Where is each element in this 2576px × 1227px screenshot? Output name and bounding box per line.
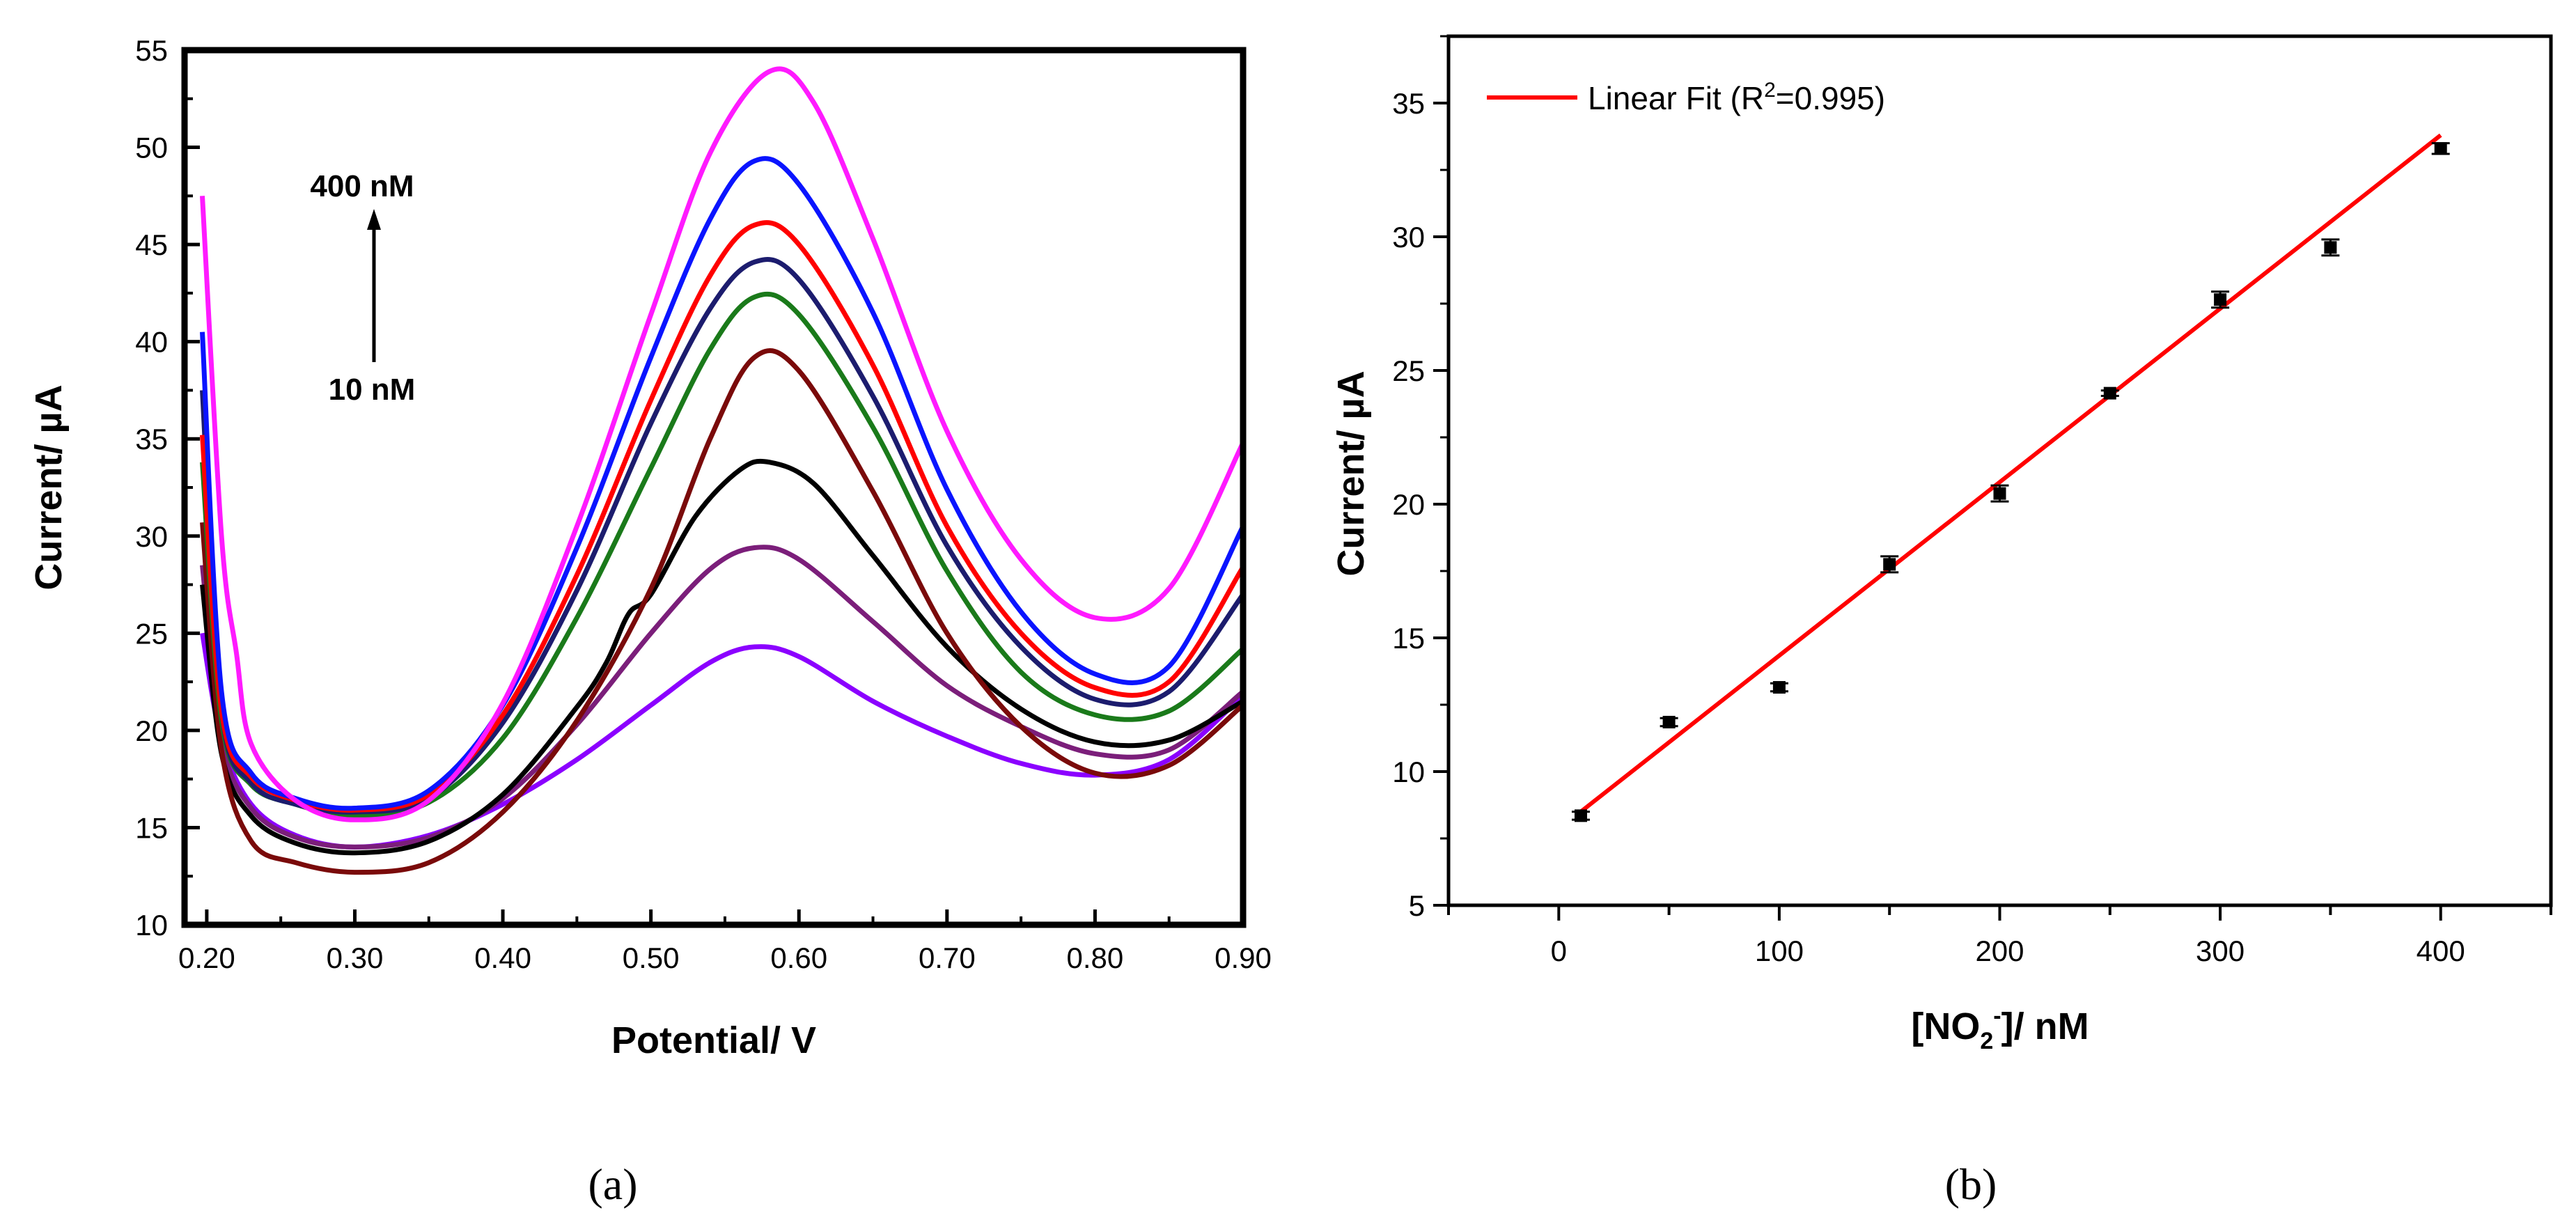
x-label-sup: - — [1993, 1003, 2001, 1029]
data-point — [1772, 681, 1786, 694]
series-group — [200, 66, 1246, 875]
arrow-head-icon — [367, 209, 381, 230]
chart-panel-a: 0.20 0.30 0.40 0.50 0.60 0.70 0.80 0.90 10 15 20 25… — [28, 34, 1272, 1209]
x-tick-label: 0.90 — [1215, 941, 1272, 974]
legend-label-sup: 2 — [1764, 79, 1776, 102]
linear-fit-line — [1579, 133, 2442, 813]
x-tick-label: 0.50 — [623, 941, 680, 974]
x-tick-label: 0.20 — [178, 941, 235, 974]
series-line-8 — [200, 66, 1246, 822]
data-point — [1883, 558, 1896, 571]
chart-panel-b: 0 100 200 300 400 5 10 15 20 25 30 35 Linear Fit (R… — [1330, 34, 2553, 1209]
scatter-group — [1571, 133, 2450, 822]
x-tick-label: 100 — [1755, 935, 1804, 967]
data-point — [1993, 487, 2006, 500]
y-tick-label: 40 — [135, 326, 168, 359]
data-point — [2214, 293, 2227, 306]
y-tick-label: 35 — [1392, 87, 1425, 120]
y-tick-label: 25 — [135, 617, 168, 650]
y-tick-label: 20 — [135, 714, 168, 747]
x-tick-label: 300 — [2196, 935, 2245, 967]
series-line-7 — [200, 156, 1246, 811]
series-line-3 — [200, 348, 1245, 875]
x-tick-label: 0 — [1551, 935, 1567, 967]
axis-ticks-a: 0.20 0.30 0.40 0.50 0.60 0.70 0.80 0.90 10 15 20 25… — [135, 34, 1272, 974]
y-tick-label: 5 — [1409, 889, 1425, 922]
y-tick-label: 45 — [135, 228, 168, 261]
legend: Linear Fit (R2=0.995) — [1487, 79, 1885, 116]
x-label-open: [NO — [1911, 1006, 1980, 1047]
x-tick-label: 0.40 — [474, 941, 531, 974]
x-label-sub: 2 — [1980, 1028, 1993, 1054]
concentration-arrow — [367, 209, 381, 362]
y-tick-label: 55 — [135, 34, 168, 67]
y-tick-label: 30 — [1392, 221, 1425, 253]
x-tick-label: 0.60 — [770, 941, 827, 974]
y-axis-label-a: Current/ µA — [28, 384, 70, 590]
x-tick-label: 400 — [2417, 935, 2465, 967]
x-axis-label-a: Potential/ V — [611, 1019, 816, 1061]
y-tick-label: 25 — [1392, 354, 1425, 387]
annotation-bottom: 10 nM — [329, 373, 416, 407]
plot-frame-b — [1446, 34, 2553, 907]
data-point — [1662, 715, 1676, 728]
y-tick-label: 15 — [1392, 622, 1425, 655]
data-point — [2103, 386, 2116, 400]
x-axis-label-b: [NO2-]/ nM — [1911, 1003, 2089, 1054]
y-tick-label: 30 — [135, 520, 168, 553]
legend-label-start: Linear Fit (R — [1588, 80, 1764, 116]
y-tick-label: 15 — [135, 811, 168, 844]
data-point — [2434, 142, 2447, 155]
x-tick-label: 0.80 — [1067, 941, 1124, 974]
y-tick-label: 50 — [135, 132, 168, 164]
series-line-2 — [200, 458, 1244, 856]
y-tick-label: 10 — [1392, 756, 1425, 788]
series-line-6 — [200, 220, 1245, 813]
x-tick-label: 0.30 — [327, 941, 384, 974]
panel-label-b: (b) — [1945, 1159, 1997, 1209]
x-tick-label: 0.70 — [919, 941, 976, 974]
legend-label: Linear Fit (R2=0.995) — [1588, 79, 1885, 116]
data-point — [1574, 809, 1587, 822]
series-line-5 — [200, 257, 1245, 815]
annotation-top: 400 nM — [310, 169, 414, 203]
legend-label-end: =0.995) — [1776, 80, 1885, 116]
y-tick-label: 10 — [135, 909, 168, 941]
x-label-close: ]/ nM — [2001, 1006, 2089, 1047]
x-tick-label: 200 — [1975, 935, 2024, 967]
y-axis-label-b: Current/ µA — [1330, 370, 1372, 576]
y-tick-label: 20 — [1392, 488, 1425, 521]
axis-ticks-b: 0 100 200 300 400 5 10 15 20 25 30 35 — [1392, 35, 2552, 967]
panel-label-a: (a) — [588, 1159, 637, 1209]
data-point — [2324, 241, 2337, 254]
y-tick-label: 35 — [135, 423, 168, 455]
